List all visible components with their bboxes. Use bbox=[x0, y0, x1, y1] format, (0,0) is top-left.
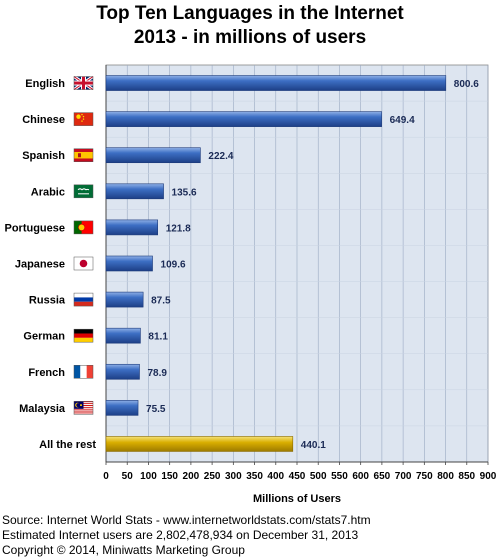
bar bbox=[105, 219, 158, 236]
category-label: German bbox=[23, 331, 65, 343]
bar bbox=[105, 363, 140, 380]
chart-title: Top Ten Languages in the Internet bbox=[96, 3, 404, 24]
chart-subtitle: 2013 - in millions of users bbox=[133, 27, 367, 48]
x-tick-label: 650 bbox=[374, 471, 391, 482]
spain-flag-icon bbox=[73, 148, 94, 162]
bar bbox=[105, 436, 294, 452]
footer-copyright: Copyright © 2014, Miniwatts Marketing Gr… bbox=[2, 543, 245, 557]
x-tick-label: 550 bbox=[331, 471, 348, 482]
x-tick-label: 450 bbox=[289, 471, 306, 482]
category-label: Japanese bbox=[15, 259, 65, 271]
bar bbox=[105, 75, 447, 91]
footer: Source: Internet World Stats - www.inter… bbox=[2, 513, 371, 558]
x-tick-label: 800 bbox=[437, 471, 454, 482]
x-tick-label: 700 bbox=[395, 471, 412, 482]
data-label: 109.6 bbox=[161, 260, 186, 271]
data-label: 800.6 bbox=[454, 79, 479, 90]
chart-title-block: Top Ten Languages in the Internet 2013 -… bbox=[0, 2, 500, 50]
category-label: English bbox=[25, 78, 65, 90]
x-tick-label: 250 bbox=[204, 471, 221, 482]
x-tick-label: 600 bbox=[352, 471, 369, 482]
data-label: 78.9 bbox=[147, 368, 167, 379]
bar bbox=[105, 183, 164, 200]
x-tick-label: 500 bbox=[310, 471, 327, 482]
x-tick-label: 50 bbox=[122, 471, 134, 482]
germany-flag-icon bbox=[73, 328, 94, 343]
data-label: 135.6 bbox=[172, 187, 197, 198]
x-tick-label: 750 bbox=[416, 471, 433, 482]
category-label: Russia bbox=[29, 295, 66, 307]
x-tick-label: 850 bbox=[458, 471, 475, 482]
data-label: 222.4 bbox=[208, 151, 233, 162]
x-tick-label: 100 bbox=[140, 471, 157, 482]
x-tick-label: 350 bbox=[246, 471, 263, 482]
bar-chart: 800.6 649.4 222.4 135.6 121.8 109.6 87.5 81.1 78… bbox=[4, 64, 497, 505]
bar bbox=[105, 111, 382, 127]
saudi-arabia-flag-icon bbox=[73, 184, 94, 199]
malaysia-flag-icon bbox=[73, 401, 94, 415]
category-label: Chinese bbox=[22, 114, 65, 126]
data-label: 121.8 bbox=[166, 223, 191, 234]
category-label: Malaysia bbox=[19, 403, 66, 415]
category-label: French bbox=[28, 367, 65, 379]
x-tick-label: 300 bbox=[225, 471, 242, 482]
category-label: Spanish bbox=[22, 150, 65, 162]
data-label: 87.5 bbox=[151, 296, 171, 307]
x-tick-label: 150 bbox=[161, 471, 178, 482]
bar bbox=[105, 400, 139, 416]
data-label: 440.1 bbox=[301, 440, 326, 451]
bar bbox=[105, 327, 141, 344]
footer-estimate: Estimated Internet users are 2,802,478,9… bbox=[2, 528, 359, 542]
x-tick-label: 900 bbox=[480, 471, 497, 482]
japan-flag-icon bbox=[73, 256, 94, 271]
portugal-flag-icon bbox=[73, 220, 94, 235]
china-flag-icon bbox=[73, 112, 94, 126]
france-flag-icon bbox=[73, 365, 94, 379]
data-label: 81.1 bbox=[148, 332, 168, 343]
bar bbox=[105, 291, 144, 308]
x-tick-label: 200 bbox=[183, 471, 200, 482]
category-label: All the rest bbox=[39, 439, 96, 451]
category-label: Arabic bbox=[31, 186, 65, 198]
data-label: 649.4 bbox=[390, 115, 415, 126]
data-label: 75.5 bbox=[146, 404, 166, 415]
x-tick-label: 400 bbox=[267, 471, 284, 482]
bar bbox=[105, 255, 153, 272]
category-label: Portuguese bbox=[4, 222, 65, 234]
uk-flag-icon bbox=[73, 75, 94, 91]
footer-source: Source: Internet World Stats - www.inter… bbox=[2, 513, 371, 527]
bar bbox=[105, 147, 201, 164]
x-tick-label: 0 bbox=[103, 471, 109, 482]
x-axis-label: Millions of Users bbox=[253, 493, 341, 505]
russia-flag-icon bbox=[73, 292, 94, 307]
